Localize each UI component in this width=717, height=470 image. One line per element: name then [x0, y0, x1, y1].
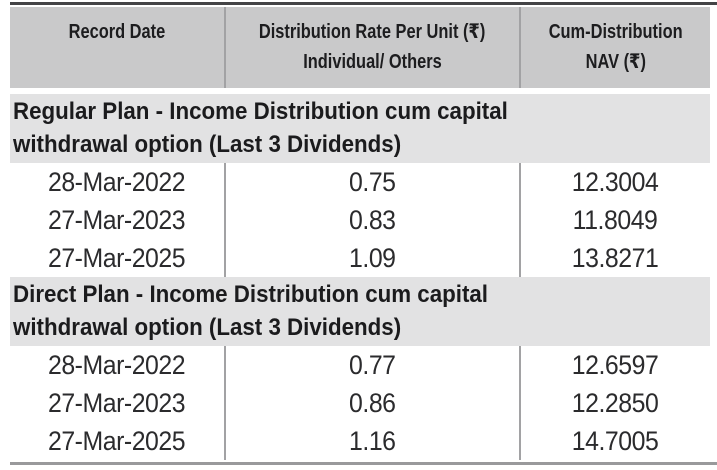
table-header-row: Record Date Distribution Rate Per Unit (…: [10, 7, 710, 88]
cell-cum-distribution-nav: 12.6597: [521, 346, 710, 384]
header-section-gap: [10, 88, 710, 94]
cell-cum-distribution-nav: 13.8271: [521, 239, 710, 277]
direct-plan-title-line1: Direct Plan - Income Distribution cum ca…: [13, 281, 489, 308]
cum-distribution-nav-value: 14.7005: [572, 426, 659, 456]
header-rate-line2: Individual/ Others: [303, 51, 442, 73]
cell-distribution-rate: 0.77: [226, 346, 521, 384]
distribution-rate-value: 0.83: [349, 205, 396, 235]
cum-distribution-nav-value: 12.2850: [572, 388, 659, 418]
cell-cum-distribution-nav: 14.7005: [521, 422, 710, 460]
cell-record-date: 27-Mar-2023: [10, 384, 226, 422]
distribution-rate-value: 1.09: [349, 243, 396, 273]
cell-cum-distribution-nav: 12.3004: [521, 163, 710, 201]
section-header-regular-plan: Regular Plan - Income Distribution cum c…: [10, 94, 710, 163]
cell-record-date: 28-Mar-2022: [10, 346, 226, 384]
header-cell-cum-distribution-nav: Cum-Distribution NAV (₹): [521, 7, 710, 88]
record-date-value: 27-Mar-2023: [48, 388, 186, 418]
cell-distribution-rate: 0.75: [226, 163, 521, 201]
regular-plan-title-line1: Regular Plan - Income Distribution cum c…: [13, 98, 508, 125]
record-date-value: 27-Mar-2023: [48, 205, 186, 235]
record-date-value: 27-Mar-2025: [48, 243, 186, 273]
regular-plan-title-line2: withdrawal option (Last 3 Dividends): [13, 131, 402, 158]
cell-record-date: 27-Mar-2025: [10, 239, 226, 277]
table-row: 27-Mar-2025 1.16 14.7005: [10, 422, 710, 460]
cell-distribution-rate: 1.16: [226, 422, 521, 460]
table-row: 27-Mar-2025 1.09 13.8271: [10, 239, 710, 277]
header-nav-line2: NAV (₹): [585, 51, 646, 73]
section-header-direct-plan: Direct Plan - Income Distribution cum ca…: [10, 277, 710, 346]
table-row: 27-Mar-2023 0.83 11.8049: [10, 201, 710, 239]
header-cell-distribution-rate: Distribution Rate Per Unit (₹) Individua…: [226, 7, 521, 88]
distribution-rate-value: 1.16: [349, 426, 396, 456]
header-cell-record-date: Record Date: [10, 7, 226, 88]
header-rate-line1: Distribution Rate Per Unit (₹): [259, 21, 486, 43]
cell-cum-distribution-nav: 11.8049: [521, 201, 710, 239]
header-record-date-label: Record Date: [68, 21, 166, 43]
table-bottom-rule: [10, 462, 717, 465]
table-row: 28-Mar-2022 0.75 12.3004: [10, 163, 710, 201]
cum-distribution-nav-value: 12.3004: [572, 167, 659, 197]
distribution-rate-value: 0.86: [349, 388, 396, 418]
distribution-rate-value: 0.77: [349, 350, 396, 380]
record-date-value: 28-Mar-2022: [48, 350, 186, 380]
table-row: 28-Mar-2022 0.77 12.6597: [10, 346, 710, 384]
direct-plan-title-line2: withdrawal option (Last 3 Dividends): [13, 314, 402, 341]
header-nav-line1: Cum-Distribution: [548, 21, 683, 43]
dividend-history-table: Record Date Distribution Rate Per Unit (…: [10, 7, 710, 460]
cum-distribution-nav-value: 13.8271: [572, 243, 659, 273]
record-date-value: 27-Mar-2025: [48, 426, 186, 456]
cell-record-date: 27-Mar-2023: [10, 201, 226, 239]
cell-distribution-rate: 0.83: [226, 201, 521, 239]
table-row: 27-Mar-2023 0.86 12.2850: [10, 384, 710, 422]
cell-distribution-rate: 0.86: [226, 384, 521, 422]
table-top-rule: [10, 2, 717, 5]
cum-distribution-nav-value: 12.6597: [572, 350, 659, 380]
cell-record-date: 28-Mar-2022: [10, 163, 226, 201]
record-date-value: 28-Mar-2022: [48, 167, 186, 197]
distribution-rate-value: 0.75: [349, 167, 396, 197]
cell-distribution-rate: 1.09: [226, 239, 521, 277]
cum-distribution-nav-value: 11.8049: [573, 205, 658, 235]
cell-cum-distribution-nav: 12.2850: [521, 384, 710, 422]
cell-record-date: 27-Mar-2025: [10, 422, 226, 460]
